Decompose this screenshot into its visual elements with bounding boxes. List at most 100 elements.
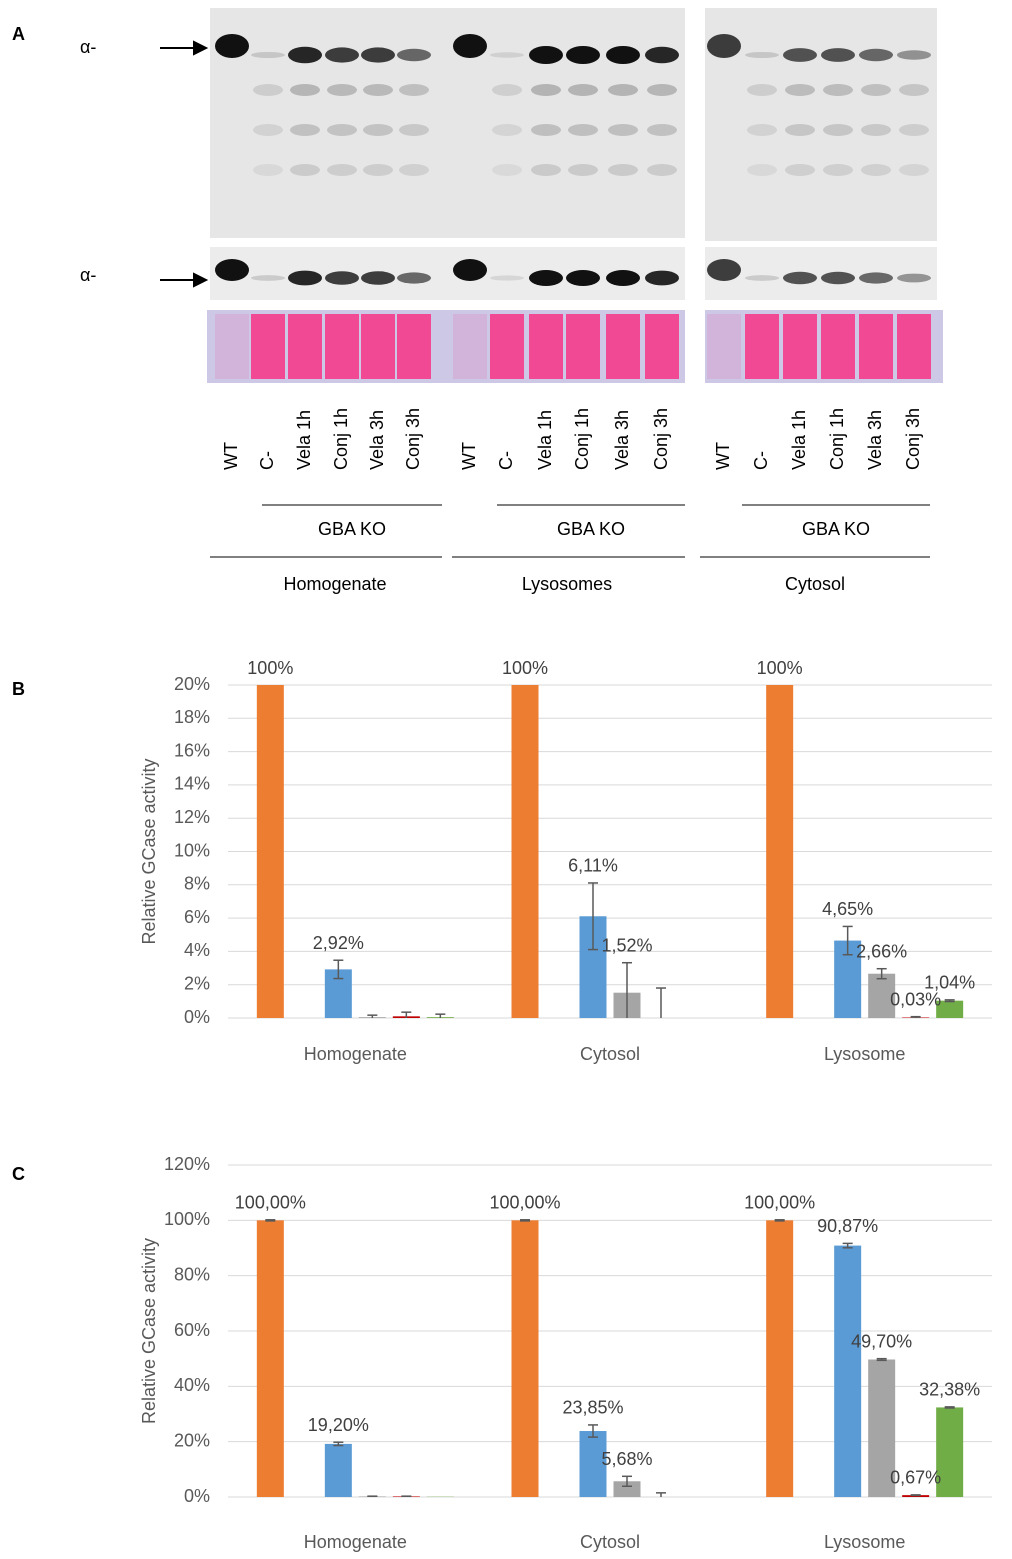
blot-smear (861, 124, 891, 136)
bar (766, 1220, 793, 1497)
marker-label: α- (80, 37, 96, 57)
value-label: 100% (757, 658, 803, 678)
blot-smear (647, 124, 677, 136)
y-tick-label: 16% (174, 740, 210, 760)
ponceau-lane (645, 314, 679, 379)
blot-smear (568, 84, 598, 96)
blot-band (325, 47, 359, 62)
lane-label: Vela 3h (612, 410, 632, 470)
blot-band (453, 34, 487, 58)
blot-smear (608, 124, 638, 136)
ponceau-lane (707, 314, 741, 379)
blot-band (397, 49, 431, 61)
blot-band (361, 271, 395, 285)
blot-smear (492, 124, 522, 136)
x-tick-label: Cytosol (580, 1044, 640, 1064)
blot-band (606, 270, 640, 286)
blot-smear (531, 84, 561, 96)
blot-smear (785, 84, 815, 96)
blot-smear (363, 84, 393, 96)
lane-label: Conj 1h (331, 408, 351, 470)
y-tick-label: 20% (174, 674, 210, 694)
error-bar (775, 1220, 785, 1221)
ponceau-lane (897, 314, 931, 379)
blot-smear (747, 84, 777, 96)
blot-smear (363, 124, 393, 136)
blot-band (859, 49, 893, 61)
blot-band (783, 272, 817, 284)
figure: A α- α- GBA KO GBA KO GBA KO Homogenate … (0, 0, 1012, 1559)
blot-band (745, 52, 779, 58)
ponceau-lane (453, 314, 487, 379)
blot-band (288, 271, 322, 286)
blot-smear (747, 164, 777, 176)
blot-smear (747, 124, 777, 136)
group-label: Lysosomes (522, 574, 612, 594)
y-tick-label: 60% (174, 1320, 210, 1340)
blot-smear (861, 84, 891, 96)
ponceau-lane (325, 314, 359, 379)
blot-smear (327, 84, 357, 96)
value-label: 100,00% (489, 1193, 560, 1213)
blot-smear (290, 124, 320, 136)
ponceau-lane (288, 314, 322, 379)
value-label: 100,00% (744, 1193, 815, 1213)
value-label: 19,20% (308, 1415, 369, 1435)
blot-smear (327, 164, 357, 176)
ponceau-lane (606, 314, 640, 379)
panel-label: A (12, 24, 25, 44)
lane-label: WT (459, 442, 479, 470)
blot-smear (399, 124, 429, 136)
y-tick-label: 6% (184, 907, 210, 927)
blot-band (529, 46, 563, 64)
y-tick-label: 0% (184, 1486, 210, 1506)
panel-label: C (12, 1164, 25, 1184)
value-label: 49,70% (851, 1331, 912, 1351)
x-tick-label: Cytosol (580, 1532, 640, 1552)
y-tick-label: 4% (184, 940, 210, 960)
value-label: 6,11% (568, 856, 618, 876)
lane-label: Conj 3h (403, 408, 423, 470)
blot-smear (399, 84, 429, 96)
y-axis-title: Relative GCase activity (139, 758, 159, 944)
blot-smear (290, 164, 320, 176)
y-tick-label: 14% (174, 774, 210, 794)
blot-band (529, 270, 563, 286)
blot-smear (861, 164, 891, 176)
blot-band (361, 47, 395, 62)
error-bar (265, 1220, 275, 1221)
arrows (160, 42, 206, 286)
blot-smear (253, 124, 283, 136)
value-label: 4,65% (822, 899, 873, 919)
blot-band (821, 48, 855, 62)
bar (512, 1220, 539, 1497)
value-label: 32,38% (919, 1380, 980, 1400)
blot-smear (290, 84, 320, 96)
panel-label: B (12, 679, 25, 699)
lane-label: Vela 1h (789, 410, 809, 470)
lane-label: C- (751, 451, 771, 470)
ponceau-lane (529, 314, 563, 379)
lane-label: C- (257, 451, 277, 470)
value-label: 5,68% (601, 1449, 652, 1469)
error-bar (945, 1407, 955, 1408)
lane-label: Conj 3h (903, 408, 923, 470)
subgroup-label: GBA KO (802, 519, 870, 539)
value-label: 90,87% (817, 1216, 878, 1236)
lane-label: Conj 1h (827, 408, 847, 470)
y-tick-label: 18% (174, 707, 210, 727)
subgroup-label: GBA KO (557, 519, 625, 539)
blot-band (821, 272, 855, 284)
value-label: 2,66% (856, 941, 907, 961)
blot-band (397, 272, 431, 283)
y-tick-label: 80% (174, 1264, 210, 1284)
bar (325, 1444, 352, 1497)
value-label: 0,67% (890, 1468, 941, 1488)
blot-smear (647, 164, 677, 176)
error-bar (401, 1012, 411, 1020)
ponceau-lane (490, 314, 524, 379)
blot-band (606, 46, 640, 64)
blot-band (645, 271, 679, 286)
value-label: 23,85% (562, 1398, 623, 1418)
blot-band (859, 272, 893, 283)
